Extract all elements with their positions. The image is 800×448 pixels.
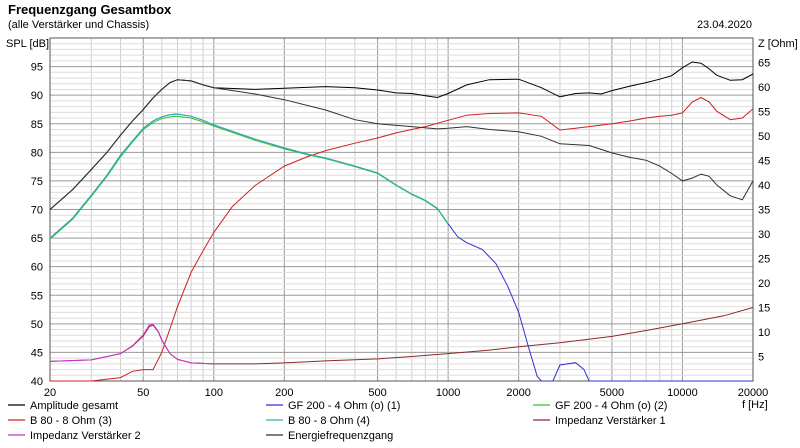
y-axis-label: SPL [dB] <box>6 38 49 50</box>
x-tick-label: 20000 <box>738 387 769 399</box>
y-tick-label: 75 <box>31 176 43 188</box>
chart-subtitle: (alle Verstärker und Chassis) <box>8 19 149 31</box>
axis-ticks: 20 50 100 200 500 1000 2000 5000 10000 20000 40 45 5… <box>31 58 771 400</box>
plot-area <box>49 61 754 382</box>
x-tick-label: 200 <box>275 387 293 399</box>
y2-tick-label: 45 <box>758 156 770 168</box>
y-tick-label: 90 <box>31 90 43 102</box>
x-tick-label: 2000 <box>506 387 530 399</box>
legend-label: Impedanz Verstärker 1 <box>555 415 666 427</box>
series-line <box>49 115 449 240</box>
x-tick-label: 20 <box>44 387 56 399</box>
y2-tick-label: 15 <box>758 303 770 315</box>
series-line <box>49 323 214 365</box>
chart-title: Frequenzgang Gesamtbox <box>8 2 172 17</box>
y2-tick-label: 10 <box>758 327 770 339</box>
y2-tick-label: 25 <box>758 254 770 266</box>
chart-date: 23.04.2020 <box>697 19 752 31</box>
y2-tick-label: 20 <box>758 278 770 290</box>
y2-tick-label: 40 <box>758 180 770 192</box>
y2-tick-label: 35 <box>758 205 770 217</box>
legend-label: GF 200 - 4 Ohm (o) (2) <box>555 400 667 412</box>
legend-label: Impedanz Verstärker 2 <box>30 430 141 442</box>
y-tick-label: 50 <box>31 319 43 331</box>
y-tick-label: 60 <box>31 262 43 274</box>
y-tick-label: 85 <box>31 119 43 131</box>
series-line <box>49 113 449 239</box>
legend-label: Amplitude gesamt <box>30 400 118 412</box>
x-axis-label: f [Hz] <box>742 399 768 411</box>
grid <box>49 37 754 382</box>
legend-label: GF 200 - 4 Ohm (o) (1) <box>288 400 400 412</box>
y2-tick-label: 55 <box>758 107 770 119</box>
y2-tick-label: 30 <box>758 229 770 241</box>
y-tick-label: 55 <box>31 290 43 302</box>
x-tick-label: 500 <box>368 387 386 399</box>
x-tick-label: 10000 <box>667 387 698 399</box>
y2-tick-label: 60 <box>758 82 770 94</box>
y2-tick-label: 65 <box>758 58 770 70</box>
legend-label: Energiefrequenzgang <box>288 430 393 442</box>
y-tick-label: 40 <box>31 376 43 388</box>
y2-tick-label: 5 <box>758 352 764 364</box>
y-tick-label: 45 <box>31 347 43 359</box>
series-line <box>49 79 754 210</box>
legend-label: B 80 - 8 Ohm (4) <box>288 415 370 427</box>
legend-label: B 80 - 8 Ohm (3) <box>30 415 112 427</box>
x-tick-label: 100 <box>205 387 223 399</box>
y-tick-label: 95 <box>31 62 43 74</box>
y-tick-label: 80 <box>31 147 43 159</box>
series-line <box>50 96 754 382</box>
x-tick-label: 50 <box>137 387 149 399</box>
series-line <box>49 307 754 365</box>
x-tick-label: 1000 <box>436 387 460 399</box>
y2-axis-label: Z [Ohm] <box>758 38 798 50</box>
x-tick-label: 5000 <box>600 387 624 399</box>
legend: Amplitude gesamt GF 200 - 4 Ohm (o) (1) GF… <box>8 400 667 442</box>
y-tick-label: 65 <box>31 233 43 245</box>
y2-tick-label: 50 <box>758 131 770 143</box>
y-tick-label: 70 <box>31 205 43 217</box>
